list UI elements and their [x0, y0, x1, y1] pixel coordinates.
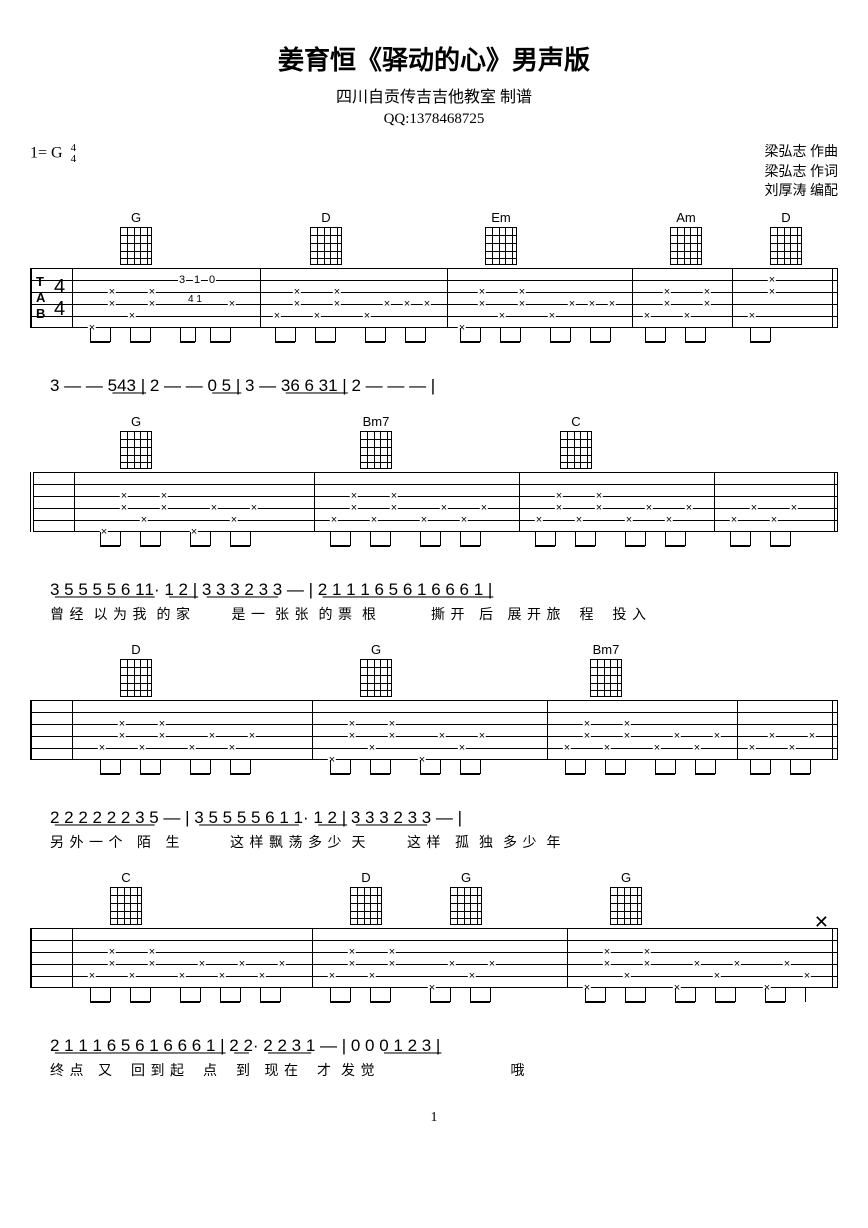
subtitle: 四川自贡传吉吉他教室 制谱	[30, 83, 838, 107]
system-0: G D Em Am DTAB44××××××310×××××××××××××××××××…	[30, 210, 838, 396]
chord-G: G	[360, 642, 392, 697]
lyrics: 终 点 又 回 到 起 点 到 现 在 才 发 觉 哦	[30, 1060, 838, 1080]
song-title: 姜育恒《驿动的心》男声版	[30, 40, 838, 77]
system-2: D G Bm7×××××××××××××××××××××××××××××××××× 2…	[30, 642, 838, 852]
chord-D: D	[120, 642, 152, 697]
system-1: G Bm7 C×××××××××××××××××××××××××××××××××× 3…	[30, 414, 838, 624]
chord-D: D	[310, 210, 342, 265]
key-signature: 1= G 44	[30, 143, 76, 202]
chord-G: G	[120, 210, 152, 265]
tab-staff: TAB44××××××310××××××××××××××××××××××××××…	[30, 268, 838, 328]
chord-G: G	[450, 870, 482, 925]
chord-Bm7: Bm7	[590, 642, 622, 697]
chord-C: C	[560, 414, 592, 469]
credits: 梁弘志 作曲 梁弘志 作词 刘厚涛 编配	[765, 143, 839, 202]
system-3: C D G G×××××××××××××××××××××××××××××××××××✕…	[30, 870, 838, 1080]
chord-Am: Am	[670, 210, 702, 265]
chord-D: D	[770, 210, 802, 265]
lyrics: 另 外 一 个 陌 生 这 样 飘 荡 多 少 天 这 样 孤 独 多 少 年	[30, 832, 838, 852]
coda-icon: ✕	[814, 912, 829, 933]
chord-Em: Em	[485, 210, 517, 265]
jianpu-notation: 2͟ 1͟ 1͟ 1͟ 6͟ 5͟ 6͟ 1͟ 6͟ 6͟ 6͟ 1͟ | 2͟…	[30, 1036, 838, 1056]
lyrics: 曾 经 以 为 我 的 家 是 一 张 张 的 票 根 撕 开 后 展 开 旅 …	[30, 604, 838, 624]
chord-D: D	[350, 870, 382, 925]
jianpu-notation: 3 — — 5͟4͟3͟ | 2 — — 0͟ 5͟ | 3 — 3͟6͟ 6͟…	[30, 376, 838, 396]
tab-staff: ××××××××××××××××××××××××××××××××××	[30, 700, 838, 760]
chord-Bm7: Bm7	[360, 414, 392, 469]
chord-G: G	[610, 870, 642, 925]
qq-contact: QQ:1378468725	[30, 111, 838, 128]
page-number: 1	[30, 1110, 838, 1126]
tab-staff: ××××××××××××××××××××××××××××××××××	[30, 472, 838, 532]
jianpu-notation: 3͟ 5͟ 5͟ 5͟ 5͟ 6͟ 1͟1· 1͟ 2͟ | 3͟ 3͟ 3͟ …	[30, 580, 838, 600]
chord-G: G	[120, 414, 152, 469]
jianpu-notation: 2͟ 2͟ 2͟ 2͟ 2͟ 2͟ 3͟ 5 — | 3͟ 5͟ 5͟ 5͟ 5…	[30, 808, 838, 828]
tab-staff: ×××××××××××××××××××××××××××××××××××✕	[30, 928, 838, 988]
chord-C: C	[110, 870, 142, 925]
